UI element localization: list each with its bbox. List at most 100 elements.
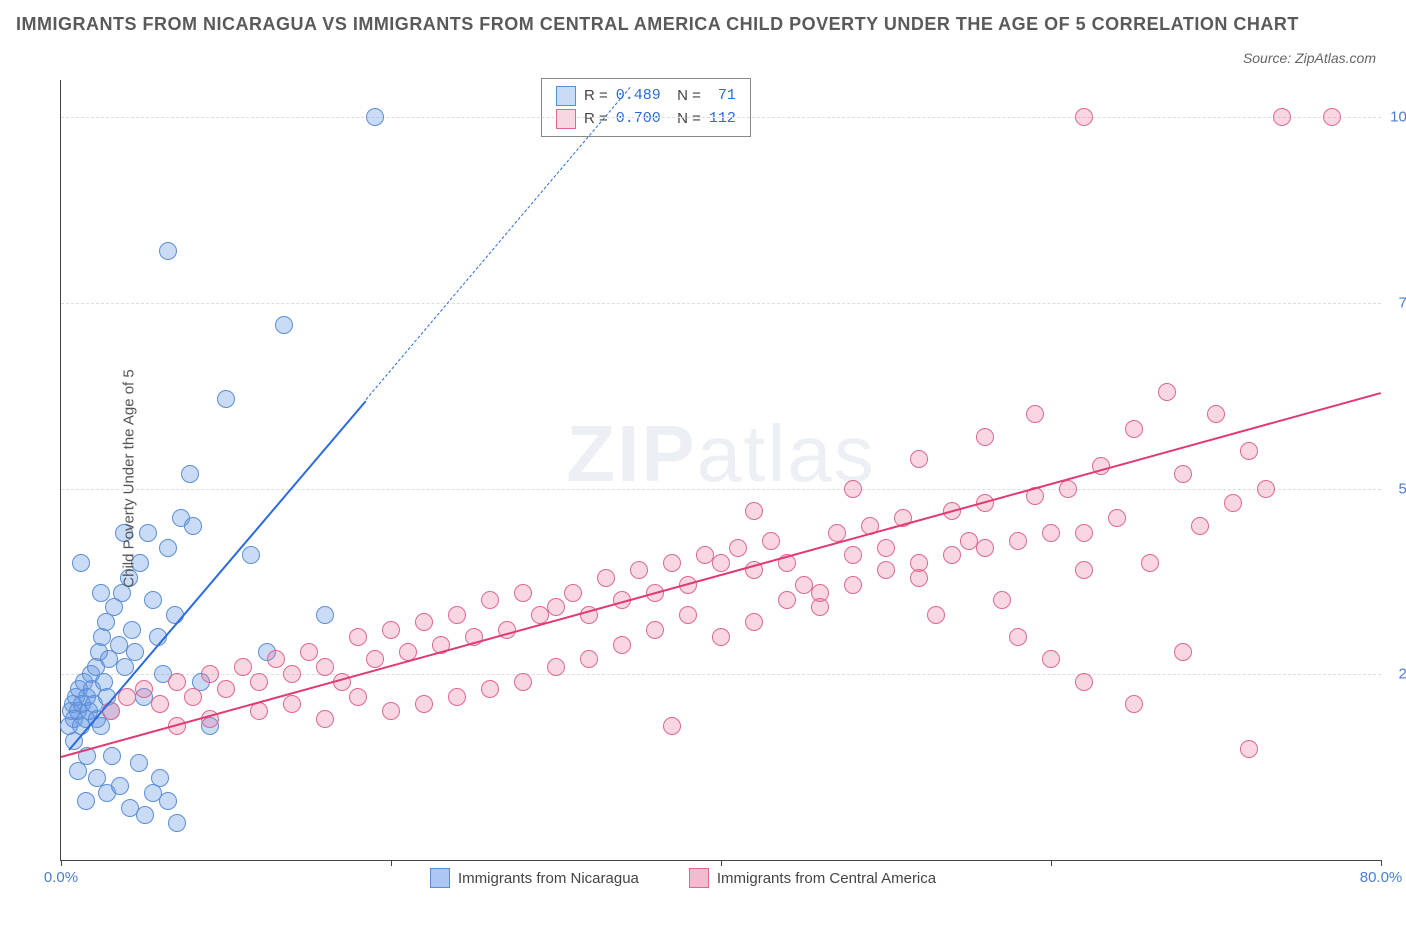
watermark-zip: ZIP bbox=[566, 409, 696, 498]
data-point bbox=[844, 576, 862, 594]
x-tick-label: 80.0% bbox=[1360, 869, 1403, 886]
data-point bbox=[139, 524, 157, 542]
y-axis-title: Child Poverty Under the Age of 5 bbox=[121, 369, 138, 587]
data-point bbox=[993, 591, 1011, 609]
data-point bbox=[481, 680, 499, 698]
x-tick bbox=[391, 860, 392, 866]
data-point bbox=[613, 636, 631, 654]
trend-line bbox=[61, 392, 1382, 758]
data-point bbox=[123, 621, 141, 639]
data-point bbox=[103, 747, 121, 765]
data-point bbox=[110, 636, 128, 654]
data-point bbox=[1075, 673, 1093, 691]
data-point bbox=[844, 480, 862, 498]
x-tick bbox=[1051, 860, 1052, 866]
data-point bbox=[547, 658, 565, 676]
data-point bbox=[844, 546, 862, 564]
data-point bbox=[712, 554, 730, 572]
r-label: R = bbox=[584, 85, 608, 108]
data-point bbox=[1257, 480, 1275, 498]
data-point bbox=[1174, 643, 1192, 661]
data-point bbox=[778, 591, 796, 609]
data-point bbox=[1323, 108, 1341, 126]
stats-legend: R = 0.489 N = 71 R = 0.700 N = 112 bbox=[541, 78, 751, 137]
plot-region: ZIPatlas R = 0.489 N = 71 R = 0.700 N = … bbox=[60, 80, 1381, 861]
legend-label-central-america: Immigrants from Central America bbox=[717, 870, 936, 887]
data-point bbox=[1240, 442, 1258, 460]
y-tick-label: 50.0% bbox=[1398, 480, 1406, 497]
data-point bbox=[1240, 740, 1258, 758]
data-point bbox=[630, 561, 648, 579]
x-tick bbox=[721, 860, 722, 866]
data-point bbox=[646, 621, 664, 639]
data-point bbox=[135, 680, 153, 698]
data-point bbox=[679, 606, 697, 624]
gridline bbox=[61, 489, 1381, 490]
data-point bbox=[1009, 628, 1027, 646]
data-point bbox=[168, 814, 186, 832]
data-point bbox=[1042, 650, 1060, 668]
data-point bbox=[77, 792, 95, 810]
data-point bbox=[316, 710, 334, 728]
data-point bbox=[217, 680, 235, 698]
data-point bbox=[696, 546, 714, 564]
data-point bbox=[283, 695, 301, 713]
data-point bbox=[663, 554, 681, 572]
y-tick-label: 25.0% bbox=[1398, 666, 1406, 683]
data-point bbox=[927, 606, 945, 624]
stats-row-central-america: R = 0.700 N = 112 bbox=[556, 108, 736, 131]
data-point bbox=[283, 665, 301, 683]
data-point bbox=[126, 643, 144, 661]
data-point bbox=[910, 450, 928, 468]
chart-area: ZIPatlas R = 0.489 N = 71 R = 0.700 N = … bbox=[60, 80, 1380, 860]
data-point bbox=[159, 539, 177, 557]
data-point bbox=[877, 539, 895, 557]
data-point bbox=[481, 591, 499, 609]
legend-label-nicaragua: Immigrants from Nicaragua bbox=[458, 870, 639, 887]
trend-line bbox=[68, 400, 367, 750]
data-point bbox=[597, 569, 615, 587]
data-point bbox=[1009, 532, 1027, 550]
data-point bbox=[1224, 494, 1242, 512]
data-point bbox=[366, 108, 384, 126]
data-point bbox=[267, 650, 285, 668]
data-point bbox=[349, 628, 367, 646]
data-point bbox=[136, 806, 154, 824]
x-tick bbox=[61, 860, 62, 866]
data-point bbox=[1207, 405, 1225, 423]
data-point bbox=[1075, 561, 1093, 579]
data-point bbox=[976, 428, 994, 446]
data-point bbox=[976, 539, 994, 557]
stats-row-nicaragua: R = 0.489 N = 71 bbox=[556, 85, 736, 108]
data-point bbox=[729, 539, 747, 557]
data-point bbox=[712, 628, 730, 646]
data-point bbox=[1026, 405, 1044, 423]
data-point bbox=[1125, 695, 1143, 713]
data-point bbox=[250, 673, 268, 691]
data-point bbox=[184, 688, 202, 706]
data-point bbox=[130, 754, 148, 772]
data-point bbox=[92, 584, 110, 602]
data-point bbox=[316, 606, 334, 624]
data-point bbox=[300, 643, 318, 661]
data-point bbox=[382, 702, 400, 720]
n-value-nicaragua: 71 bbox=[709, 85, 736, 108]
data-point bbox=[1191, 517, 1209, 535]
swatch-central-america bbox=[556, 109, 576, 129]
data-point bbox=[663, 717, 681, 735]
data-point bbox=[316, 658, 334, 676]
data-point bbox=[159, 792, 177, 810]
r-value-central-america: 0.700 bbox=[616, 108, 661, 131]
source-label: Source: ZipAtlas.com bbox=[1243, 50, 1376, 66]
y-tick-label: 75.0% bbox=[1398, 294, 1406, 311]
data-point bbox=[1141, 554, 1159, 572]
data-point bbox=[514, 673, 532, 691]
data-point bbox=[415, 613, 433, 631]
data-point bbox=[1174, 465, 1192, 483]
swatch-nicaragua bbox=[556, 86, 576, 106]
data-point bbox=[745, 502, 763, 520]
data-point bbox=[1158, 383, 1176, 401]
x-tick bbox=[1381, 860, 1382, 866]
data-point bbox=[745, 613, 763, 631]
legend-swatch-nicaragua bbox=[430, 868, 450, 888]
